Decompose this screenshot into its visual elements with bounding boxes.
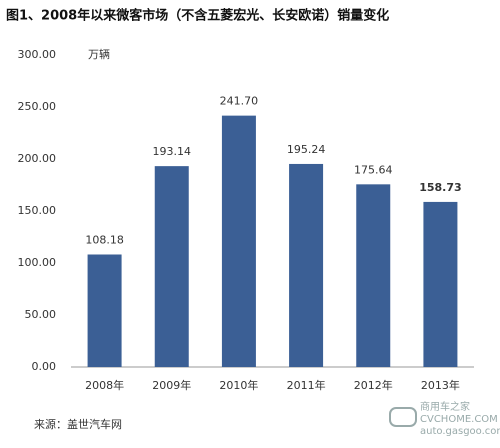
x-tick-label: 2009年	[152, 378, 191, 392]
bar	[423, 201, 458, 367]
x-tick-label: 2010年	[219, 378, 258, 392]
value-label: 241.70	[220, 95, 259, 108]
bar	[221, 115, 256, 367]
x-tick-label: 2012年	[354, 378, 393, 392]
source: 来源：盖世汽车网	[34, 417, 122, 431]
unit-label: 万辆	[88, 47, 110, 61]
x-tick-label: 2008年	[85, 378, 124, 392]
bar	[87, 254, 122, 367]
value-label: 193.14	[153, 145, 192, 158]
value-label: 175.64	[354, 163, 393, 176]
y-tick-label: 200.00	[18, 152, 57, 165]
bar	[289, 163, 324, 367]
chart-title: 图1、2008年以来微客市场（不含五菱宏光、长安欧诺）销量变化	[6, 8, 389, 24]
bar	[356, 184, 391, 367]
value-label: 195.24	[287, 143, 326, 156]
y-tick-label: 150.00	[18, 204, 57, 217]
value-label: 108.18	[85, 233, 124, 246]
value-label: 158.73	[419, 181, 461, 194]
y-tick-label: 300.00	[18, 48, 57, 61]
y-tick-label: 50.00	[25, 308, 57, 321]
watermark: 商用车之家	[420, 400, 470, 413]
bar	[154, 166, 189, 367]
y-tick-label: 0.00	[32, 360, 57, 373]
watermark: auto.gasgoo.com	[420, 426, 500, 437]
y-tick-label: 250.00	[18, 100, 57, 113]
watermark-logo	[389, 407, 417, 427]
x-tick-label: 2011年	[287, 378, 326, 392]
x-tick-label: 2013年	[421, 378, 460, 392]
watermark: CVCHOME.COM	[420, 414, 498, 425]
y-tick-label: 100.00	[18, 256, 57, 269]
